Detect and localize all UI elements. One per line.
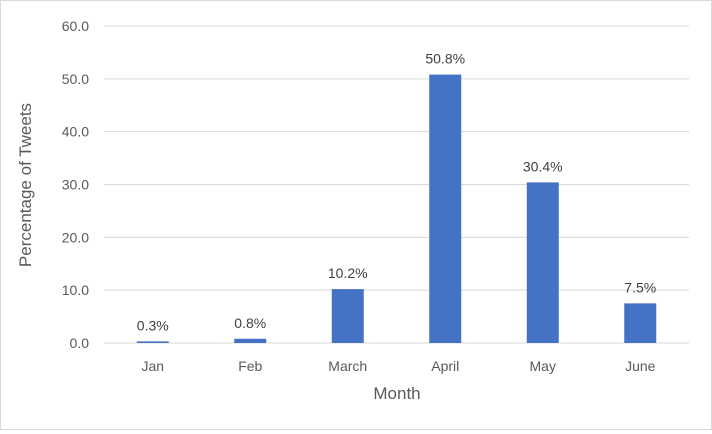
y-tick-label: 60.0	[62, 18, 89, 34]
bar-march	[331, 289, 364, 343]
bar-feb	[234, 338, 267, 343]
data-labels: 0.3% 0.8% 10.2% 50.8% 30.4% 7.5%	[137, 51, 656, 334]
bar-june	[624, 303, 657, 343]
bar-jan	[136, 341, 169, 343]
x-axis-ticks: Jan Feb March April May June	[141, 358, 655, 374]
y-tick-label: 10.0	[62, 282, 89, 298]
data-label: 10.2%	[328, 265, 368, 281]
y-tick-label: 20.0	[62, 229, 89, 245]
y-tick-label: 0.0	[70, 335, 90, 351]
x-tick-label: Jan	[141, 358, 164, 374]
x-tick-label: June	[625, 358, 656, 374]
x-tick-label: Feb	[238, 358, 262, 374]
data-label: 0.3%	[137, 317, 169, 333]
x-tick-label: March	[328, 358, 367, 374]
gridlines	[104, 25, 689, 344]
x-tick-label: May	[530, 358, 556, 374]
y-tick-label: 30.0	[62, 177, 89, 193]
bar-april	[429, 74, 462, 344]
x-tick-label: April	[431, 358, 459, 374]
data-label: 7.5%	[624, 279, 656, 295]
y-axis-title: Percentage of Tweets	[16, 103, 35, 267]
bars	[136, 74, 657, 344]
y-axis-ticks: 0.0 10.0 20.0 30.0 40.0 50.0 60.0	[62, 18, 89, 351]
x-axis-title: Month	[373, 384, 420, 403]
data-label: 50.8%	[425, 51, 465, 67]
data-label: 0.8%	[234, 315, 266, 331]
y-tick-label: 40.0	[62, 124, 89, 140]
data-label: 30.4%	[523, 158, 563, 174]
y-tick-label: 50.0	[62, 71, 89, 87]
bar-may	[526, 182, 559, 343]
